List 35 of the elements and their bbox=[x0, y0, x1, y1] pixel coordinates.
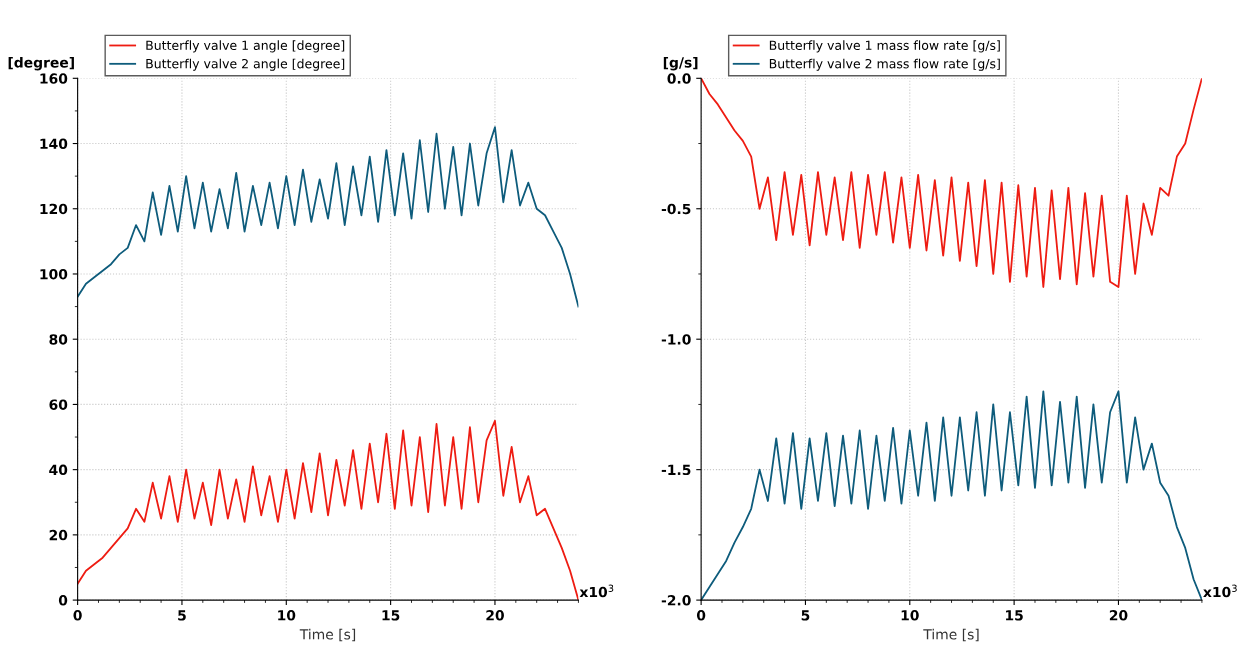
x-tick-label: 10 bbox=[278, 610, 296, 621]
x-tick-label: 20 bbox=[1109, 610, 1128, 621]
y-tick-label: 100 bbox=[40, 268, 68, 280]
line-series bbox=[77, 126, 579, 308]
y-axis-title: [g/s] bbox=[663, 56, 698, 71]
y-tick-label: 0.0 bbox=[667, 73, 691, 84]
x-axis-title: Time [s] bbox=[923, 628, 979, 642]
legend-label: Butterfly valve 1 mass flow rate [g/s] bbox=[769, 40, 1000, 53]
y-tick-label: 60 bbox=[49, 399, 68, 410]
y-tick-label: -1.0 bbox=[661, 334, 691, 345]
x-tick-label: 0 bbox=[73, 610, 82, 621]
y-tick-label: 80 bbox=[49, 334, 68, 345]
x-tick-label: 20 bbox=[486, 610, 504, 621]
y-tick-label: 160 bbox=[40, 73, 68, 84]
x-tick-label: 10 bbox=[901, 610, 919, 621]
y-tick-label: 120 bbox=[40, 203, 68, 215]
x-tick-label: 5 bbox=[801, 610, 810, 621]
x-tick-label: 5 bbox=[178, 610, 186, 621]
legend-label: Butterfly valve 1 angle [degree] bbox=[146, 40, 345, 53]
y-axis-title: [degree] bbox=[8, 56, 74, 71]
legend-label: Butterfly valve 2 mass flow rate [g/s] bbox=[769, 58, 1000, 71]
y-tick-label: 140 bbox=[40, 138, 68, 149]
y-tick-label: -1.5 bbox=[661, 464, 691, 476]
x-tick-label: 15 bbox=[1006, 610, 1023, 621]
text: x10$^{3}$ bbox=[1203, 584, 1237, 598]
y-tick-label: -0.5 bbox=[661, 203, 691, 215]
y-tick-label: 40 bbox=[49, 464, 68, 476]
x-tick-label: 0 bbox=[696, 610, 706, 621]
x-tick-label: 15 bbox=[382, 610, 400, 621]
legend-label: Butterfly valve 2 angle [degree] bbox=[146, 58, 345, 71]
x-axis-title: Time [s] bbox=[299, 628, 356, 642]
y-tick-label: 0 bbox=[58, 595, 68, 606]
y-tick-label: 20 bbox=[49, 529, 68, 541]
y-tick-label: -2.0 bbox=[661, 595, 691, 606]
text: x10$^{3}$ bbox=[579, 584, 614, 598]
